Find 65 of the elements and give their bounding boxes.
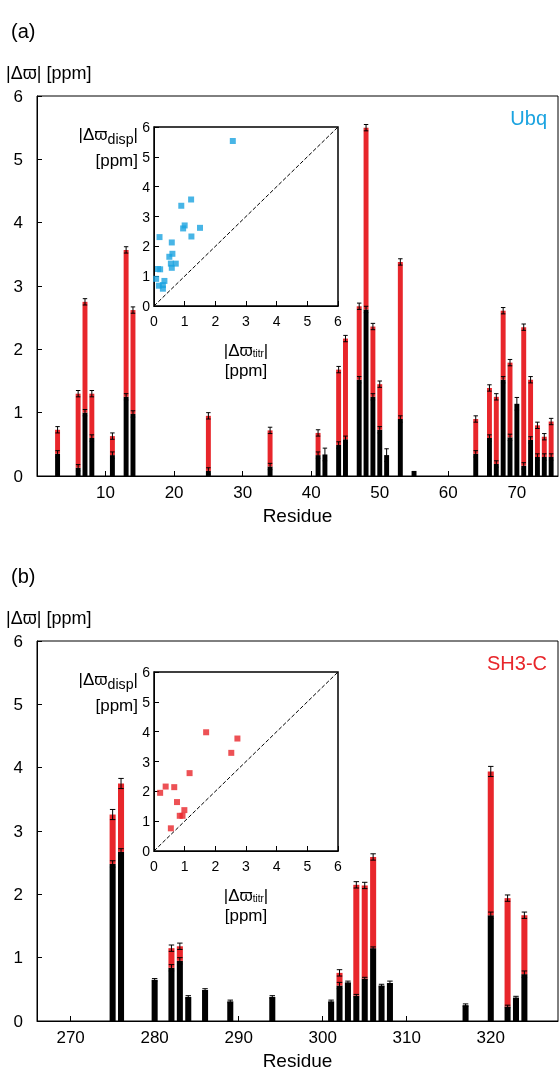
x-tick-label: 60 [438, 483, 458, 502]
y-tick-label: 1 [13, 403, 23, 423]
y-tick-label: 1 [13, 948, 23, 968]
x-tick-label: 290 [224, 1028, 253, 1047]
y-axis-title: |Δϖ$_{disp}$| [ppm] [77, 124, 138, 173]
x-tick-label: 6 [334, 858, 343, 874]
x-tick-label: 5 [303, 858, 312, 874]
y-tick-label: 2 [13, 884, 23, 904]
x-axis-title: Residue [262, 505, 333, 526]
y-tick-label: 1 [142, 268, 151, 285]
y-tick-label: 2 [142, 238, 151, 255]
y-tick-label: 4 [13, 213, 23, 233]
annotation: Ubq [510, 107, 548, 129]
x-tick-label: 2 [211, 858, 220, 874]
y-tick-label: 4 [142, 723, 151, 740]
x-tick-label: 280 [140, 1028, 169, 1047]
y-tick-label: 0 [13, 1011, 23, 1031]
y-tick-label: 6 [142, 664, 151, 680]
y-tick-label: 5 [13, 149, 23, 169]
y-tick-label: 6 [142, 119, 151, 135]
x-tick-label: 2 [211, 313, 220, 329]
x-tick-label: 5 [303, 313, 312, 329]
x-tick-label: 6 [334, 313, 343, 329]
y-tick-label: 6 [13, 86, 23, 106]
x-tick-label: 10 [96, 483, 116, 502]
x-axis-title: Residue [262, 1050, 333, 1071]
y-axis-title: |Δϖ| [ppm] [6, 608, 92, 628]
x-tick-label: 70 [507, 483, 527, 502]
y-tick-label: 5 [142, 148, 151, 165]
annotation: SH3-C [486, 652, 548, 674]
x-tick-label: 1 [180, 858, 189, 874]
y-tick-label: 1 [142, 813, 151, 830]
x-tick-label: 3 [242, 313, 251, 329]
y-axis-title: |Δϖ| [ppm] [6, 63, 92, 83]
y-tick-label: 3 [13, 276, 23, 296]
x-axis-title: |Δϖtitr| [ppm] [223, 885, 269, 925]
chart-title: (a) [11, 20, 36, 42]
x-tick-label: 4 [272, 858, 281, 874]
x-tick-label: 40 [301, 483, 321, 502]
y-axis-title: |Δϖ$_{disp}$| [ppm] [77, 669, 138, 718]
y-tick-label: 0 [142, 298, 151, 314]
x-tick-label: 310 [392, 1028, 421, 1047]
x-tick-label: 30 [233, 483, 253, 502]
x-tick-label: 1 [180, 313, 189, 329]
x-axis-title: |Δϖtitr| [ppm] [223, 340, 269, 380]
x-tick-label: 4 [272, 313, 281, 329]
chart-title: (b) [11, 565, 36, 587]
y-tick-label: 3 [13, 821, 23, 841]
y-tick-label: 3 [142, 753, 151, 770]
y-tick-label: 5 [142, 693, 151, 710]
x-tick-label: 50 [370, 483, 390, 502]
y-tick-label: 4 [142, 178, 151, 195]
x-tick-label: 3 [242, 858, 251, 874]
x-tick-label: 300 [308, 1028, 337, 1047]
y-tick-label: 6 [13, 631, 23, 651]
y-tick-label: 0 [13, 466, 23, 486]
y-tick-label: 2 [13, 339, 23, 359]
y-tick-label: 5 [13, 694, 23, 714]
y-tick-label: 3 [142, 208, 151, 225]
x-tick-label: 20 [164, 483, 184, 502]
y-tick-label: 0 [142, 843, 151, 859]
x-tick-label: 320 [476, 1028, 505, 1047]
y-tick-label: 2 [142, 783, 151, 800]
x-tick-label: 270 [56, 1028, 85, 1047]
y-tick-label: 4 [13, 758, 23, 778]
